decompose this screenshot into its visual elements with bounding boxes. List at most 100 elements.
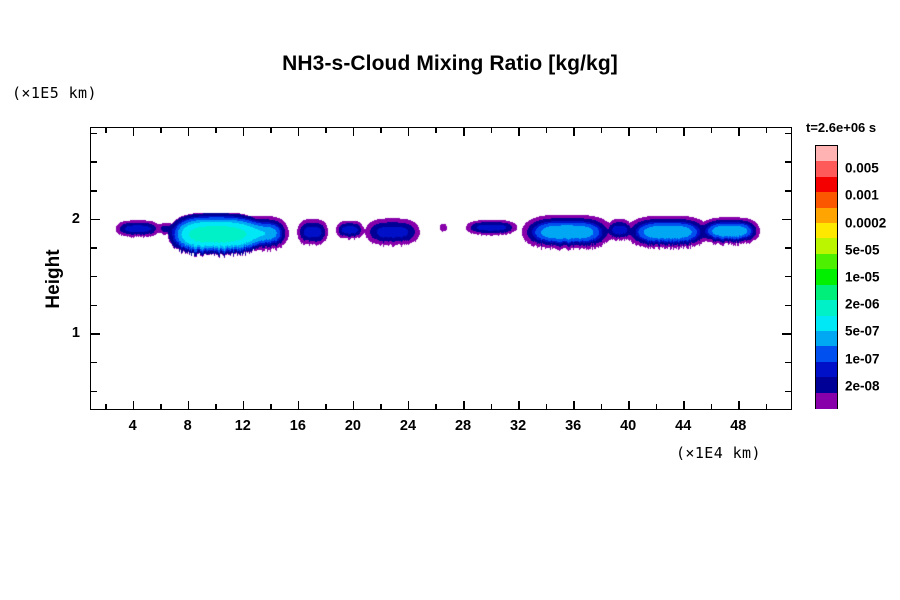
x-tick-top-24 [407, 127, 410, 136]
x-tick-label-20: 20 [344, 418, 361, 434]
y-axis-title: Height [43, 249, 64, 309]
y-tick-1.25 [90, 304, 97, 307]
x-tick-top-14 [270, 127, 272, 133]
y-tick-1.5 [90, 275, 97, 278]
x-tick-22 [380, 404, 382, 410]
x-tick-top-22 [380, 127, 382, 133]
time-annotation: t=2.6e+06 s [806, 120, 877, 135]
y-tick-2.75 [90, 132, 97, 135]
x-tick-label-36: 36 [565, 418, 582, 434]
x-tick-top-18 [325, 127, 327, 133]
x-tick-top-50 [765, 127, 768, 133]
y-tick-2 [90, 218, 100, 221]
y-tick-label-2: 2 [71, 210, 80, 227]
chart-title: NH3-s-Cloud Mixing Ratio [kg/kg] [282, 52, 618, 75]
y-tick-2.25 [90, 190, 97, 192]
x-tick-20 [352, 401, 355, 410]
y-tick-0.75 [90, 361, 97, 364]
x-tick-top-16 [297, 127, 300, 136]
colorbar-label-0.0002: 0.0002 [845, 215, 887, 231]
x-tick-top-42 [655, 127, 658, 133]
x-tick-top-6 [160, 127, 162, 133]
x-tick-top-12 [242, 127, 245, 136]
y-tick-right-0.75 [785, 361, 792, 364]
y-tick-right-1.75 [785, 247, 792, 249]
y-tick-right-1.5 [785, 275, 792, 278]
colorbar-segment-13 [816, 346, 837, 363]
x-tick-label-4: 4 [128, 418, 137, 434]
x-tick-top-2 [105, 127, 107, 133]
x-tick-top-36 [573, 127, 575, 136]
x-tick-40 [628, 401, 630, 410]
colorbar-segment-15 [816, 377, 837, 394]
x-tick-top-46 [710, 127, 713, 133]
x-tick-48 [738, 401, 740, 410]
y-tick-right-2.5 [785, 161, 792, 163]
x-tick-44 [683, 401, 685, 410]
x-tick-4 [132, 401, 135, 410]
colorbar [815, 145, 838, 409]
x-tick-top-48 [738, 127, 740, 136]
x-tick-2 [105, 404, 107, 410]
x-tick-top-26 [435, 127, 437, 133]
x-tick-top-40 [628, 127, 630, 136]
x-tick-30 [490, 404, 493, 410]
colorbar-label-5e-07: 5e-07 [845, 323, 880, 339]
x-tick-28 [463, 401, 465, 410]
y-tick-right-1 [782, 333, 792, 335]
x-tick-16 [297, 401, 300, 410]
x-tick-top-34 [545, 127, 548, 133]
colorbar-segment-6 [816, 238, 837, 255]
y-tick-right-0.5 [785, 390, 792, 393]
y-axis-unit-label: (×1E5 km) [12, 84, 97, 102]
x-tick-label-28: 28 [454, 418, 472, 434]
y-tick-right-2.75 [785, 132, 792, 135]
colorbar-label-1e-07: 1e-07 [845, 351, 880, 367]
x-tick-14 [270, 404, 272, 410]
x-tick-top-8 [187, 127, 190, 136]
y-tick-label-1: 1 [71, 325, 80, 342]
x-tick-42 [655, 404, 658, 410]
x-axis-unit-label: (×1E4 km) [676, 444, 761, 462]
y-tick-0.5 [90, 390, 97, 393]
colorbar-segment-7 [816, 253, 837, 270]
colorbar-segment-14 [816, 361, 837, 378]
colorbar-label-2e-08: 2e-08 [845, 378, 880, 394]
y-tick-1.75 [90, 247, 97, 249]
colorbar-segment-1 [816, 161, 837, 178]
x-tick-top-32 [518, 127, 520, 136]
colorbar-segment-12 [816, 330, 837, 347]
x-tick-label-44: 44 [675, 418, 692, 434]
colorbar-label-1e-05: 1e-05 [845, 269, 880, 285]
x-tick-top-38 [600, 127, 603, 133]
x-tick-top-28 [463, 127, 465, 136]
x-tick-top-4 [132, 127, 135, 136]
y-tick-1 [90, 333, 100, 335]
x-tick-label-8: 8 [183, 418, 192, 434]
y-tick-right-2 [782, 218, 792, 221]
x-tick-top-20 [352, 127, 355, 136]
x-tick-36 [573, 401, 575, 410]
x-tick-32 [518, 401, 520, 410]
x-tick-label-32: 32 [510, 418, 527, 434]
y-tick-right-1.25 [785, 304, 792, 307]
x-tick-6 [160, 404, 162, 410]
y-tick-right-2.25 [785, 190, 792, 192]
x-tick-26 [435, 404, 437, 410]
colorbar-segment-4 [816, 207, 837, 224]
x-tick-label-16: 16 [289, 418, 306, 434]
contour-field [91, 128, 791, 409]
colorbar-segment-8 [816, 269, 837, 286]
colorbar-segment-9 [816, 284, 837, 301]
colorbar-label-5e-05: 5e-05 [845, 242, 880, 258]
plot-area [90, 127, 792, 410]
x-tick-10 [215, 404, 217, 410]
x-tick-24 [407, 401, 410, 410]
x-tick-46 [710, 404, 713, 410]
colorbar-segment-10 [816, 300, 837, 317]
x-tick-label-24: 24 [399, 418, 417, 434]
x-tick-label-40: 40 [620, 418, 637, 434]
x-tick-18 [325, 404, 327, 410]
x-tick-34 [545, 404, 548, 410]
colorbar-segment-16 [816, 392, 837, 409]
